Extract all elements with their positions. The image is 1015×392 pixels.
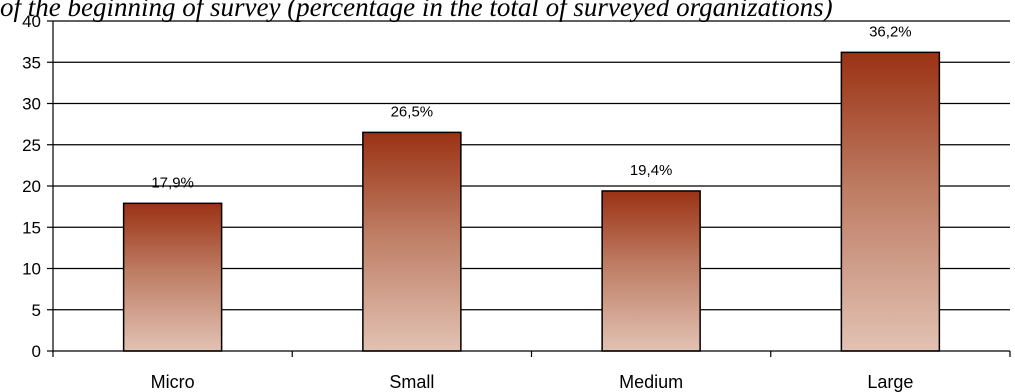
y-tick-label: 20 <box>22 177 41 196</box>
data-label: 36,2% <box>869 23 912 40</box>
data-label: 26,5% <box>391 103 434 120</box>
y-tick-label: 30 <box>22 95 41 114</box>
labels: 0 5 10 15 20 25 30 35 40 17,9% Micro 26,5% Small 19,4… <box>22 12 913 392</box>
bar-small <box>362 131 462 352</box>
chart-caption: of the beginning of survey (percentage i… <box>0 0 833 22</box>
data-label: 17,9% <box>151 174 194 191</box>
y-tick-label: 25 <box>22 136 41 155</box>
y-tick-label: 15 <box>22 218 41 237</box>
data-label: 19,4% <box>630 162 673 179</box>
axes <box>47 20 1011 357</box>
bar-medium <box>601 190 701 352</box>
y-tick-label: 40 <box>22 12 41 31</box>
x-category-label: Large <box>867 372 913 392</box>
bar-micro <box>122 202 223 352</box>
y-tick-label: 10 <box>22 260 41 279</box>
x-category-label: Small <box>389 372 434 392</box>
bars <box>122 51 941 352</box>
x-category-label: Micro <box>151 372 195 392</box>
bar-large <box>840 51 941 352</box>
x-category-label: Medium <box>619 372 683 392</box>
y-tick-label: 0 <box>32 342 41 361</box>
y-tick-label: 5 <box>32 301 41 320</box>
y-tick-label: 35 <box>22 53 41 72</box>
